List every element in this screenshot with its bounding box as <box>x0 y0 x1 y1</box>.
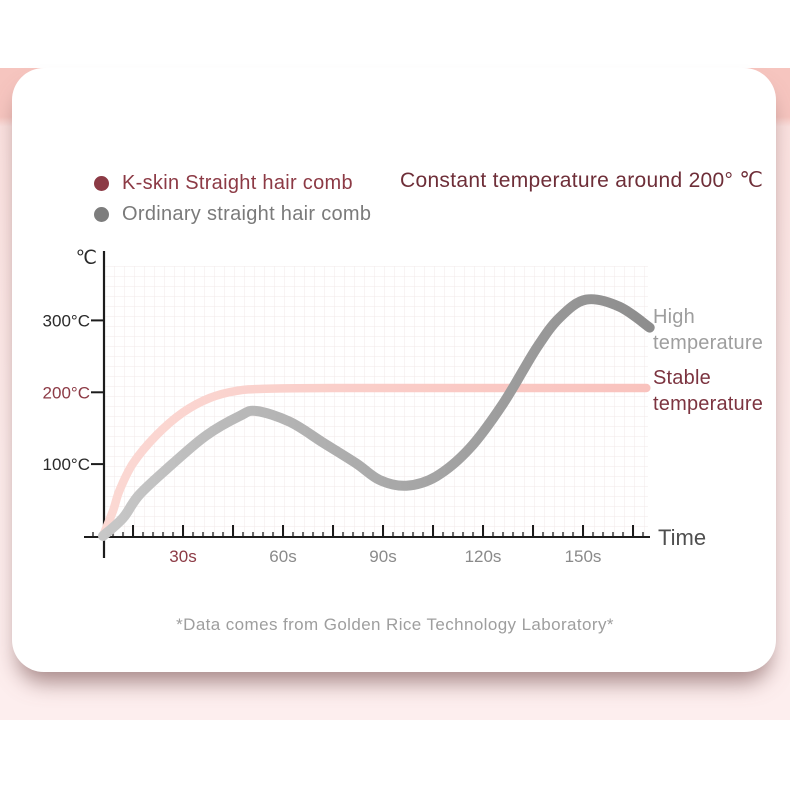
legend-item-ordinary: Ordinary straight hair comb <box>94 200 371 228</box>
high-temperature-label: High temperature <box>653 306 764 354</box>
legend-label-ordinary: Ordinary straight hair comb <box>122 202 372 225</box>
headline: Constant temperature around 200° ℃ <box>400 169 764 192</box>
legend-dot-ordinary-icon <box>94 206 109 222</box>
legend-item-kskin: K-skin Straight hair comb <box>94 169 371 197</box>
chart-legend: K-skin Straight hair comb Ordinary strai… <box>94 169 371 231</box>
legend-label-kskin: K-skin Straight hair comb <box>122 171 353 194</box>
stable-temperature-label: Stable temperature <box>653 367 764 415</box>
legend-dot-kskin-icon <box>94 175 109 191</box>
data-source-footnote: *Data comes from Golden Rice Technology … <box>176 615 614 634</box>
